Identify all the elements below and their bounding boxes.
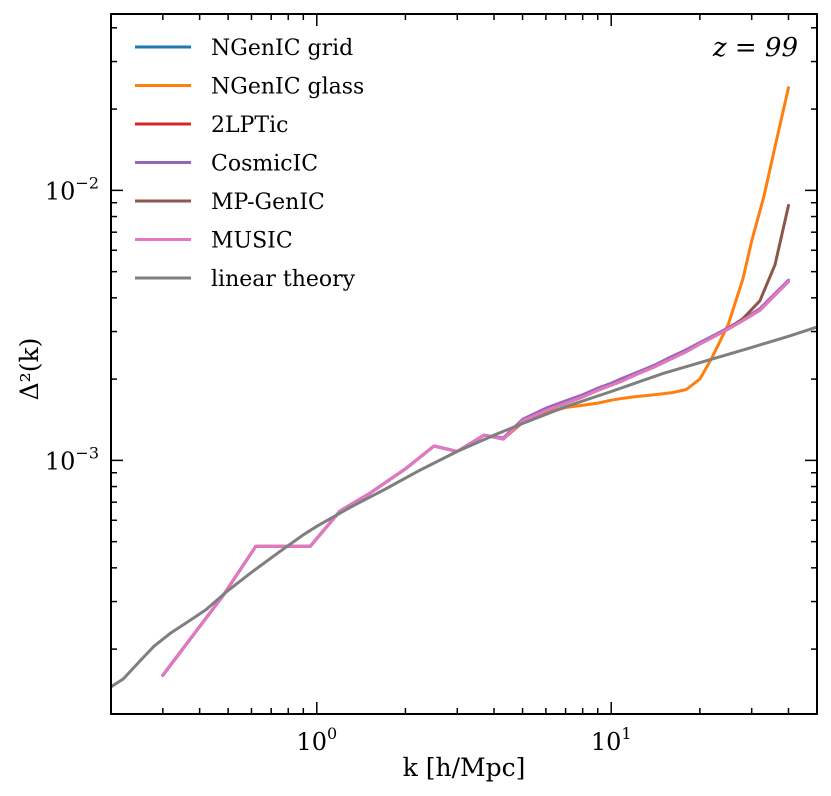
x-tick-label: 100: [296, 724, 337, 756]
series-line-mp-genic: [501, 203, 790, 441]
y-tick-label: 10−2: [45, 173, 99, 205]
x-tick-label: 101: [591, 724, 632, 756]
series-line-music: [161, 279, 790, 677]
legend-label: 2LPTic: [211, 113, 288, 138]
series-line-ngenic-glass: [501, 86, 790, 441]
legend-label: MP-GenIC: [211, 190, 325, 215]
series-line-linear-theory: [111, 325, 817, 689]
labels-layer: 100 101 10−3 10−2: [45, 173, 632, 756]
series-layer: [111, 86, 817, 689]
series-line-cosmicic: [161, 278, 790, 677]
legend-label: CosmicIC: [211, 152, 318, 177]
redshift-annotation: z = 99: [712, 33, 798, 63]
y-axis-label: Δ²(k): [15, 338, 44, 401]
legend-label: MUSIC: [211, 229, 293, 254]
series-line-2lptic: [161, 279, 790, 677]
legend-label: NGenIC grid: [211, 36, 353, 61]
legend-label: linear theory: [211, 267, 356, 292]
y-tick-label: 10−3: [45, 443, 99, 475]
legend: NGenIC grid NGenIC glass 2LPTic CosmicIC MP-…: [135, 36, 364, 292]
legend-label: NGenIC glass: [211, 75, 364, 100]
plot-frame: [110, 13, 818, 715]
series-line-ngenic-grid: [161, 279, 790, 677]
x-axis-label: k [h/Mpc]: [403, 753, 526, 782]
